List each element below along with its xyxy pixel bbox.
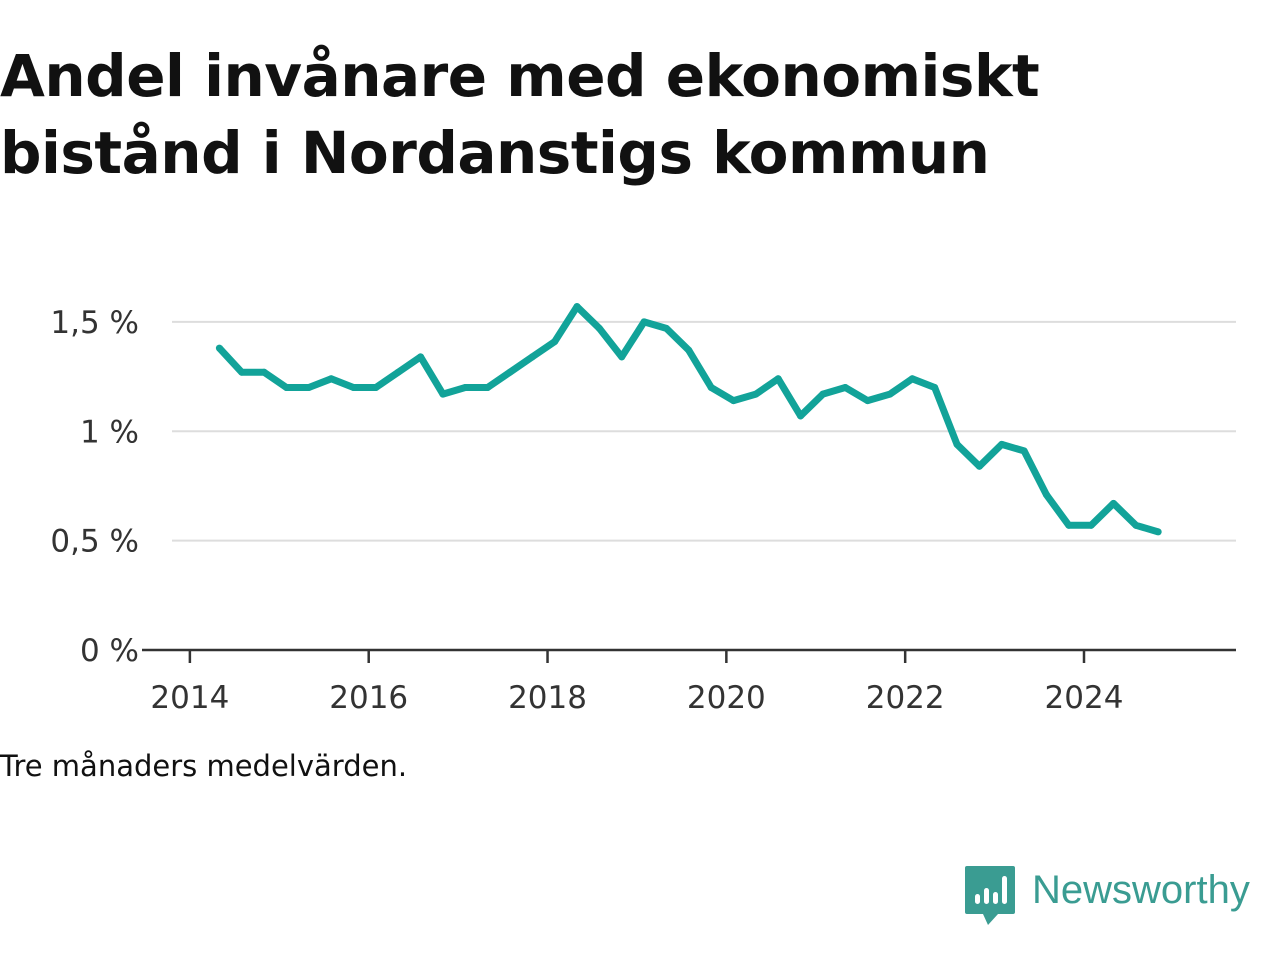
data-point xyxy=(372,384,380,391)
x-tick-label: 2022 xyxy=(866,680,945,716)
x-tick-label: 2020 xyxy=(687,680,766,716)
data-point xyxy=(327,375,335,383)
data-point xyxy=(774,375,782,383)
brand-name: Newsworthy xyxy=(1032,868,1250,912)
y-tick-label: 1 % xyxy=(80,414,139,450)
data-point xyxy=(1110,499,1118,507)
data-point xyxy=(1042,491,1050,499)
data-point xyxy=(1020,447,1028,455)
data-point xyxy=(484,384,492,391)
data-point xyxy=(305,384,313,391)
x-tick-label: 2014 xyxy=(150,680,229,716)
chart-title: Andel invånare med ekonomiskt bistånd i … xyxy=(0,42,1040,187)
data-point xyxy=(797,412,805,420)
data-point xyxy=(685,346,693,354)
y-axis-tick-labels: 0 % 0,5 % 1 % 1,5 % xyxy=(50,305,139,669)
data-point xyxy=(1154,528,1162,536)
data-point xyxy=(640,318,648,326)
data-point xyxy=(551,338,559,346)
data-point xyxy=(394,368,402,376)
data-point xyxy=(595,324,603,332)
data-point xyxy=(528,353,536,361)
data-point xyxy=(752,390,760,398)
data-point xyxy=(238,368,246,376)
data-point xyxy=(1065,521,1073,529)
y-tick-label: 0 % xyxy=(80,633,139,669)
data-point xyxy=(573,303,581,311)
data-point xyxy=(417,353,425,361)
x-tick-label: 2024 xyxy=(1045,680,1124,716)
gridlines xyxy=(172,320,1236,542)
x-tick-label: 2018 xyxy=(508,680,587,716)
data-point xyxy=(506,368,514,376)
data-point xyxy=(260,368,268,376)
data-point xyxy=(1087,521,1095,529)
data-point xyxy=(215,344,223,352)
data-point xyxy=(864,397,872,405)
data-point xyxy=(662,324,670,332)
data-point xyxy=(841,384,849,391)
data-point xyxy=(975,462,983,470)
newsworthy-logo-icon xyxy=(965,866,1015,925)
data-point xyxy=(908,375,916,383)
data-point xyxy=(618,353,626,361)
data-point xyxy=(730,397,738,405)
series-line xyxy=(216,303,1160,536)
y-tick-label: 0,5 % xyxy=(50,524,139,560)
brand-logo: Newsworthy xyxy=(964,864,1250,928)
data-point xyxy=(350,384,358,391)
data-point xyxy=(1132,521,1140,529)
data-point xyxy=(439,390,447,398)
x-axis-tick-labels: 2014 2016 2018 2020 2022 2024 xyxy=(150,650,1123,716)
series-layer xyxy=(215,303,1162,536)
data-point xyxy=(282,384,290,391)
data-point xyxy=(707,384,715,391)
data-point xyxy=(886,390,894,398)
y-tick-label: 1,5 % xyxy=(50,305,139,341)
data-point xyxy=(998,440,1006,448)
x-tick-label: 2016 xyxy=(329,680,408,716)
chart-note: Tre månaders medelvärden. xyxy=(0,749,408,783)
data-point xyxy=(819,390,827,398)
data-point xyxy=(461,384,469,391)
data-point xyxy=(931,384,939,391)
data-point xyxy=(953,440,961,448)
